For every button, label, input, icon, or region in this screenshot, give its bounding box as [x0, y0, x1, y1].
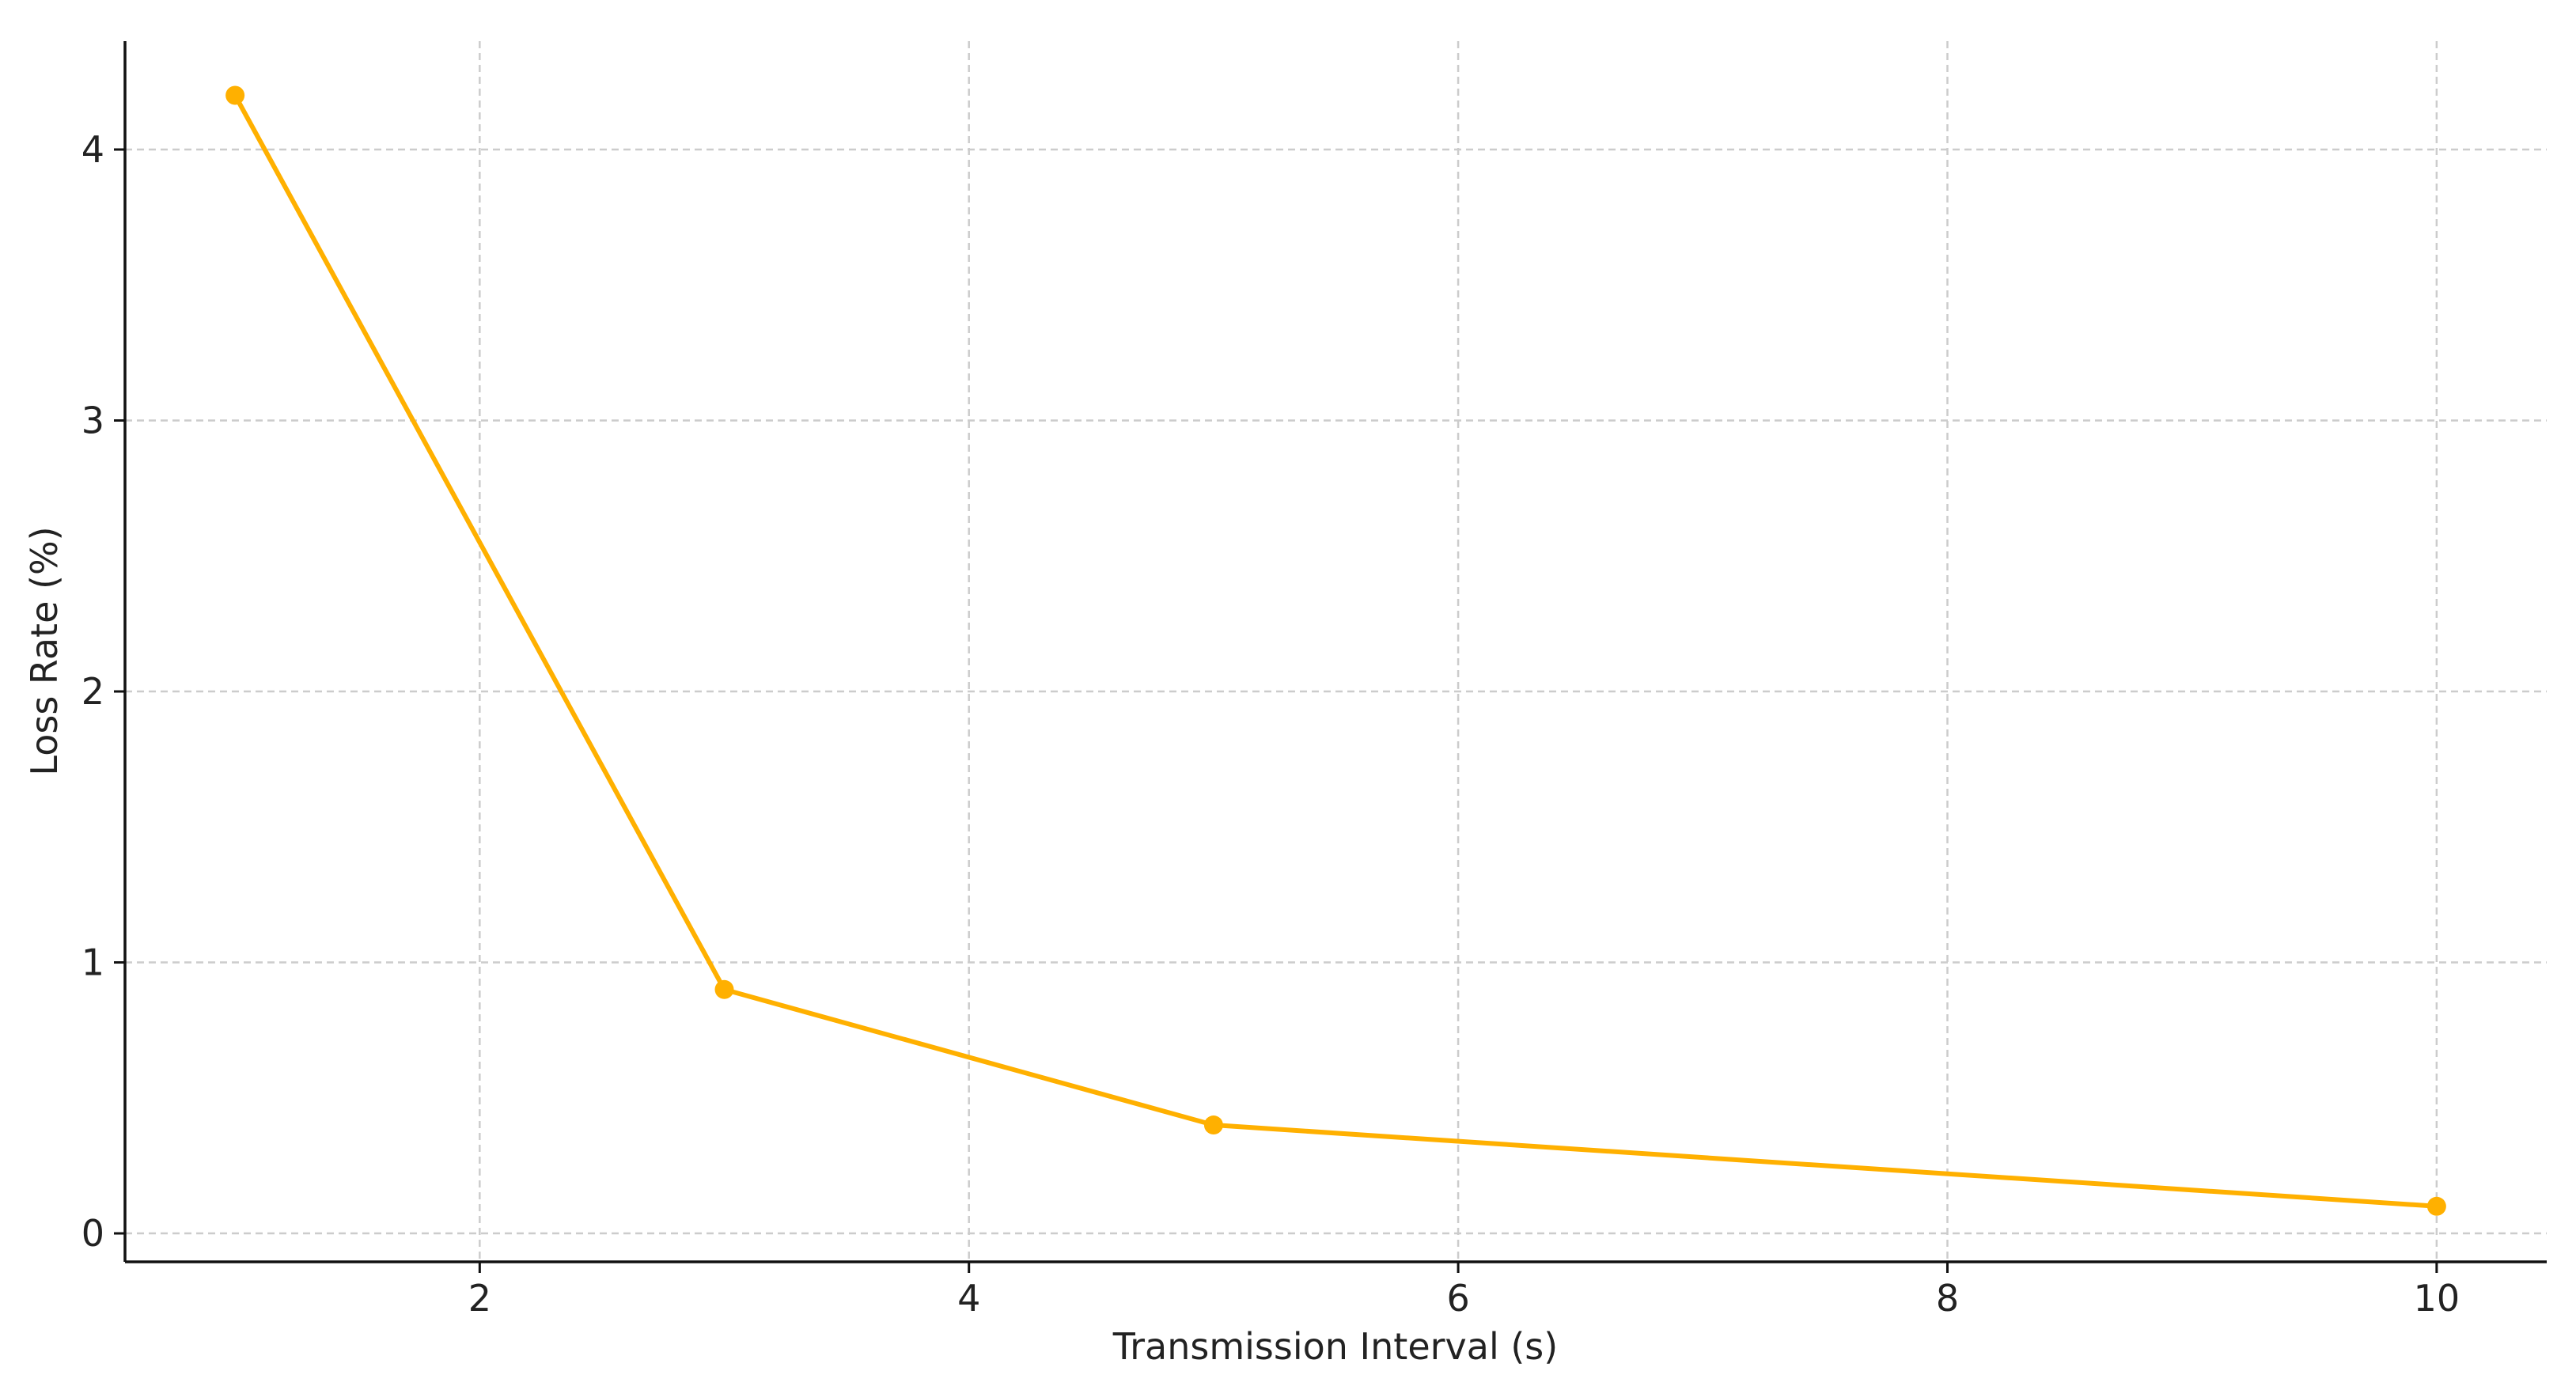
- data-line: [233, 94, 2438, 1209]
- x-tick-label: 8: [1936, 1277, 1959, 1320]
- x-tick-label: 6: [1446, 1277, 1469, 1320]
- x-axis-label: Transmission Interval (s): [1112, 1325, 1558, 1368]
- data-point: [225, 85, 245, 105]
- x-tick-label: 4: [957, 1277, 980, 1320]
- x-tick-label: 2: [468, 1277, 491, 1320]
- y-tick-label: 1: [81, 941, 104, 984]
- y-axis-label: Loss Rate (%): [23, 526, 66, 775]
- y-tick-label: 4: [81, 128, 104, 171]
- data-point: [714, 979, 734, 999]
- data-point: [2426, 1196, 2446, 1216]
- x-tick-label: 10: [2414, 1277, 2460, 1320]
- data-point: [1203, 1115, 1223, 1135]
- y-tick-label: 0: [81, 1212, 104, 1255]
- y-tick-label: 3: [81, 400, 104, 442]
- y-tick-label: 2: [81, 670, 104, 713]
